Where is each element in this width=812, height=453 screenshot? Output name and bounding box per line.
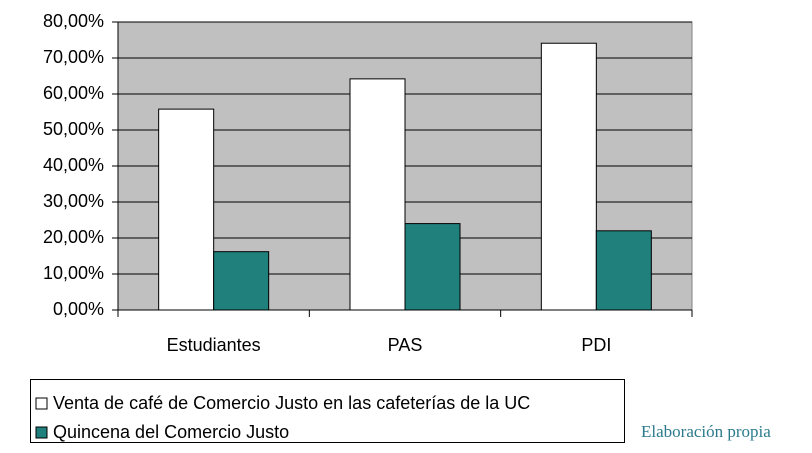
legend-box (30, 379, 625, 443)
y-tick-label: 60,00% (43, 83, 104, 103)
y-tick-label: 80,00% (43, 11, 104, 31)
bar (158, 108, 215, 311)
legend-label: Venta de café de Comercio Justo en las c… (53, 393, 530, 413)
y-tick-label: 70,00% (43, 47, 104, 67)
legend-swatch (35, 397, 48, 410)
x-tick-label: PDI (581, 335, 611, 355)
bar (540, 42, 597, 311)
source-note: Elaboración propia (641, 422, 771, 441)
legend-label: Quincena del Comercio Justo (53, 422, 289, 442)
y-tick-label: 20,00% (43, 227, 104, 247)
bar (595, 230, 652, 311)
y-tick-label: 10,00% (43, 263, 104, 283)
y-tick-label: 40,00% (43, 155, 104, 175)
bar (213, 251, 270, 311)
legend-swatch (35, 426, 48, 439)
bar (349, 78, 406, 311)
y-tick-label: 0,00% (53, 299, 104, 319)
x-tick-label: Estudiantes (167, 335, 261, 355)
x-tick-label: PAS (388, 335, 423, 355)
y-tick-label: 30,00% (43, 191, 104, 211)
y-tick-label: 50,00% (43, 119, 104, 139)
bar (404, 223, 461, 311)
